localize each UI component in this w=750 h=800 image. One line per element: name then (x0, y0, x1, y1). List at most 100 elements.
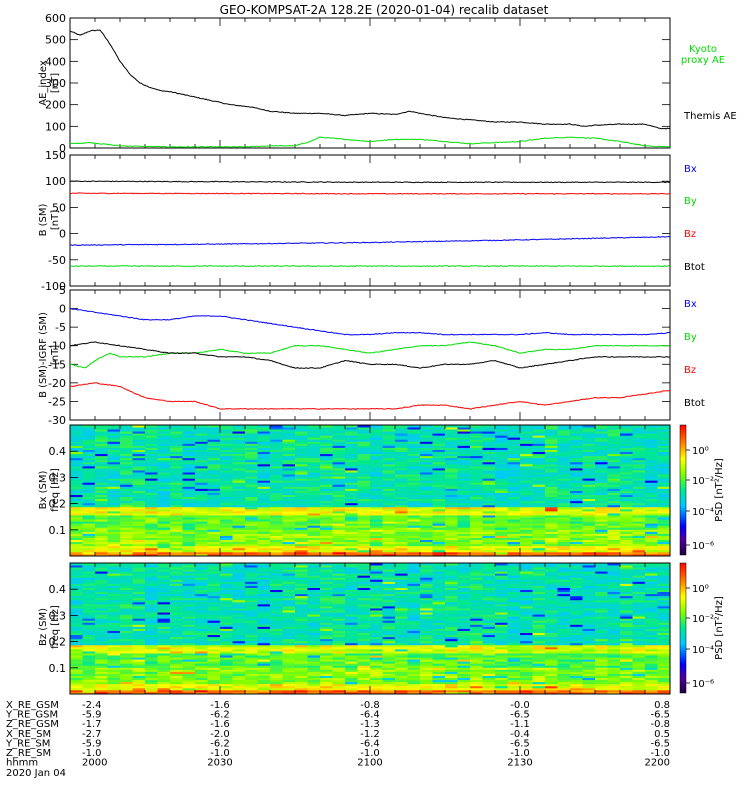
spectrogram-cell (120, 463, 133, 467)
spectrogram-cell (532, 504, 546, 508)
spectrogram-cell (170, 575, 183, 578)
spectrogram-cell (207, 663, 221, 666)
spectrogram-cell (107, 626, 121, 629)
spectrogram-cell (370, 681, 383, 685)
spectrogram-cell (232, 659, 246, 662)
spectrogram-cell (195, 687, 208, 691)
spectrogram-cell (70, 612, 83, 615)
spectrogram-cell (220, 651, 233, 654)
spectrogram-cell (320, 470, 333, 473)
spectrogram-cell (357, 583, 371, 586)
spectrogram-cell (95, 648, 108, 652)
spectrogram-cell (195, 459, 208, 463)
spectrogram-cell (95, 612, 108, 615)
spectrogram-cell (507, 490, 521, 493)
spectrogram-cell (107, 616, 121, 619)
spectrogram-cell (95, 579, 108, 582)
spectrogram-cell (332, 665, 346, 668)
spectrogram-cell (157, 480, 171, 483)
spectrogram-cell (357, 646, 371, 650)
spectrogram-cell (182, 579, 196, 582)
spectrogram-cell (95, 476, 108, 479)
spectrogram-cell (595, 488, 608, 491)
spectrogram-cell (420, 494, 433, 498)
spectrogram-cell (357, 577, 371, 580)
spectrogram-cell (95, 628, 108, 631)
spectrogram-cell (145, 531, 158, 534)
spectrogram-cell (120, 510, 133, 514)
spectrogram-cell (432, 531, 446, 534)
spectrogram-cell (357, 506, 371, 510)
spectrogram-cell (357, 551, 371, 555)
spectrogram-cell (432, 439, 446, 442)
spectrogram-cell (507, 467, 521, 471)
spectrogram-cell (657, 545, 671, 549)
spectrogram-cell (257, 679, 271, 683)
spectrogram-cell (370, 535, 383, 538)
spectrogram-cell (320, 673, 333, 676)
spectrogram-cell (445, 521, 458, 524)
spectrogram-cell (657, 513, 671, 516)
spectrogram-cell (557, 439, 571, 442)
spectrogram-cell (507, 506, 521, 510)
spectrogram-cell (545, 461, 558, 465)
spectrogram-cell (95, 565, 108, 568)
spectrogram-cell (95, 661, 108, 664)
spectrogram-cell (220, 486, 233, 489)
spectrogram-cell (507, 441, 521, 444)
spectrogram-cell (470, 439, 483, 442)
spectrogram-cell (270, 457, 283, 461)
spectrogram-cell (357, 515, 371, 518)
spectrogram-cell (395, 496, 408, 500)
spectrogram-cell (320, 525, 333, 528)
spectrogram-cell (257, 541, 271, 545)
spectrogram-cell (270, 500, 283, 504)
spectrogram-cell (70, 569, 83, 572)
spectrogram-cell (320, 567, 333, 570)
spectrogram-cell (232, 575, 246, 578)
spectrogram-cell (632, 547, 646, 551)
spectrogram-cell (632, 455, 646, 459)
spectrogram-cell (295, 667, 308, 670)
spectrogram-cell (520, 543, 533, 547)
spectrogram-cell (357, 681, 371, 685)
spectrogram-cell (320, 671, 333, 674)
spectrogram-cell (470, 425, 483, 428)
spectrogram-cell (445, 441, 458, 444)
spectrogram-cell (320, 480, 333, 483)
spectrogram-cell (145, 669, 158, 672)
spectrogram-cell (220, 667, 233, 670)
spectrogram-cell (370, 541, 383, 545)
spectrogram-cell (195, 567, 208, 570)
spectrogram-cell (557, 496, 571, 500)
spectrogram-cell (107, 541, 121, 545)
spectrogram-cell (257, 657, 271, 660)
spectrogram-cell (632, 553, 646, 557)
spectrogram-cell (457, 429, 471, 432)
spectrogram-cell (395, 449, 408, 453)
spectrogram-cell (370, 677, 383, 681)
spectrogram-cell (182, 644, 196, 648)
spectrogram-cell (220, 549, 233, 553)
spectrogram-cell (595, 500, 608, 504)
spectrogram-cell (645, 535, 658, 538)
spectrogram-cell (582, 545, 596, 549)
spectrogram-cell (270, 605, 283, 609)
spectrogram-cell (207, 467, 221, 471)
spectrogram-cell (395, 494, 408, 498)
spectrogram-cell (170, 429, 183, 432)
spectrogram-cell (70, 685, 83, 689)
spectrogram-cell (170, 681, 183, 685)
spectrogram-cell (345, 531, 358, 534)
spectrogram-cell (82, 640, 96, 644)
spectrogram-cell (245, 610, 258, 613)
spectrogram-cell (482, 441, 496, 444)
spectrogram-cell (232, 605, 246, 609)
spectrogram-cell (132, 675, 146, 679)
spectrogram-cell (370, 437, 383, 440)
spectrogram-cell (320, 427, 333, 430)
spectrogram-cell (345, 575, 358, 578)
spectrogram-cell (420, 461, 433, 465)
spectrogram-cell (557, 435, 571, 438)
spectrogram-cell (582, 441, 596, 444)
